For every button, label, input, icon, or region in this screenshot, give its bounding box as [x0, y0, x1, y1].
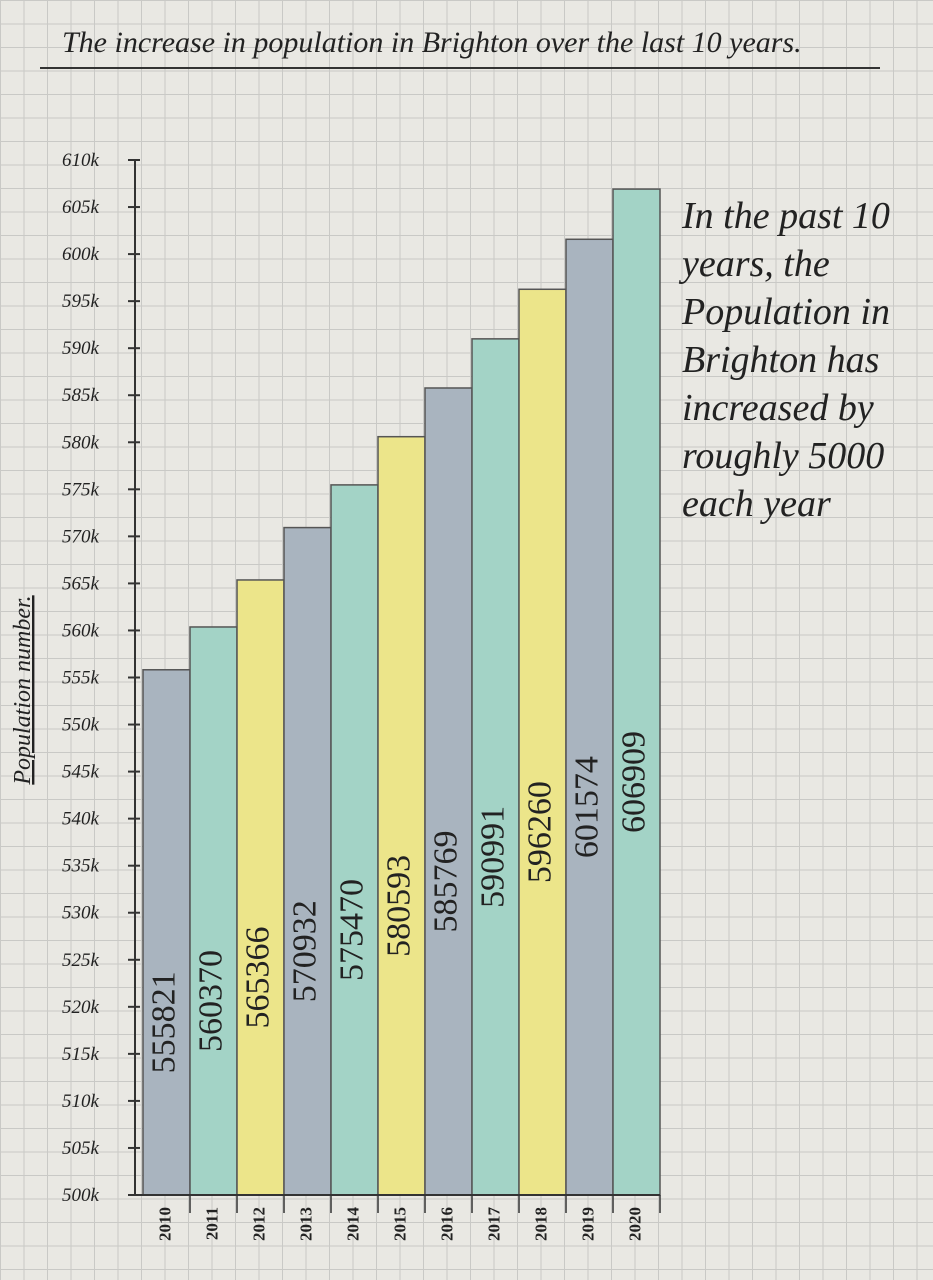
y-tick-label: 520k	[62, 997, 100, 1018]
bar	[518, 288, 567, 1196]
x-tick-label: 2011	[202, 1207, 221, 1240]
data-label: 596260	[521, 781, 558, 883]
x-tick-label: 2017	[484, 1207, 503, 1242]
y-tick-label: 555k	[62, 668, 100, 689]
data-label: 585769	[427, 830, 464, 932]
bar	[142, 669, 191, 1196]
y-tick-label: 565k	[62, 573, 100, 594]
y-tick-label: 610k	[62, 150, 100, 171]
bar	[189, 626, 238, 1196]
y-tick-label: 585k	[62, 385, 100, 406]
annotation: In the past 10 years, the Population in …	[682, 195, 890, 525]
y-tick-label: 500k	[62, 1185, 100, 1206]
bar	[283, 526, 332, 1196]
x-tick-label: 2015	[390, 1207, 409, 1241]
bar	[424, 387, 473, 1196]
y-tick-label: 515k	[62, 1044, 100, 1065]
x-tick-label: 2012	[249, 1207, 268, 1241]
y-tick-label: 525k	[62, 950, 100, 971]
y-tick-label: 560k	[62, 620, 100, 641]
y-tick-label: 505k	[62, 1138, 100, 1159]
data-label: 590991	[474, 806, 511, 908]
x-tick-label: 2018	[531, 1207, 550, 1241]
y-tick-label: 605k	[62, 197, 100, 218]
data-label: 565366	[239, 926, 276, 1028]
x-tick-label: 2013	[296, 1207, 315, 1241]
bar	[612, 188, 661, 1196]
bar	[471, 338, 520, 1196]
y-tick-label: 570k	[62, 526, 100, 547]
data-label: 575470	[333, 879, 370, 981]
x-tick-label: 2010	[155, 1207, 174, 1241]
x-tick-label: 2020	[625, 1207, 644, 1241]
y-tick-label: 580k	[62, 432, 100, 453]
y-tick-label: 540k	[62, 809, 100, 830]
x-tick-label: 2016	[437, 1207, 456, 1241]
chart-title: The increase in population in Brighton o…	[62, 26, 802, 59]
y-axis-label: Population number.	[10, 595, 36, 785]
bar	[330, 484, 379, 1196]
data-label: 555821	[145, 971, 182, 1073]
y-tick-label: 590k	[62, 338, 100, 359]
data-label: 580593	[380, 855, 417, 957]
y-tick-label: 550k	[62, 715, 100, 736]
data-label: 606909	[615, 731, 652, 833]
bar	[236, 579, 285, 1196]
y-tick-label: 575k	[62, 479, 100, 500]
x-tick-label: 2014	[343, 1207, 362, 1242]
y-tick-label: 545k	[62, 762, 100, 783]
data-label: 601574	[568, 756, 605, 858]
bar	[377, 435, 426, 1196]
data-label: 560370	[192, 950, 229, 1052]
bar	[565, 238, 614, 1196]
y-tick-label: 595k	[62, 291, 100, 312]
y-tick-label: 535k	[62, 856, 100, 877]
y-tick-label: 530k	[62, 903, 100, 924]
y-tick-label: 600k	[62, 244, 100, 265]
data-label: 570932	[286, 900, 323, 1002]
x-tick-label: 2019	[578, 1207, 597, 1241]
y-tick-label: 510k	[62, 1091, 100, 1112]
